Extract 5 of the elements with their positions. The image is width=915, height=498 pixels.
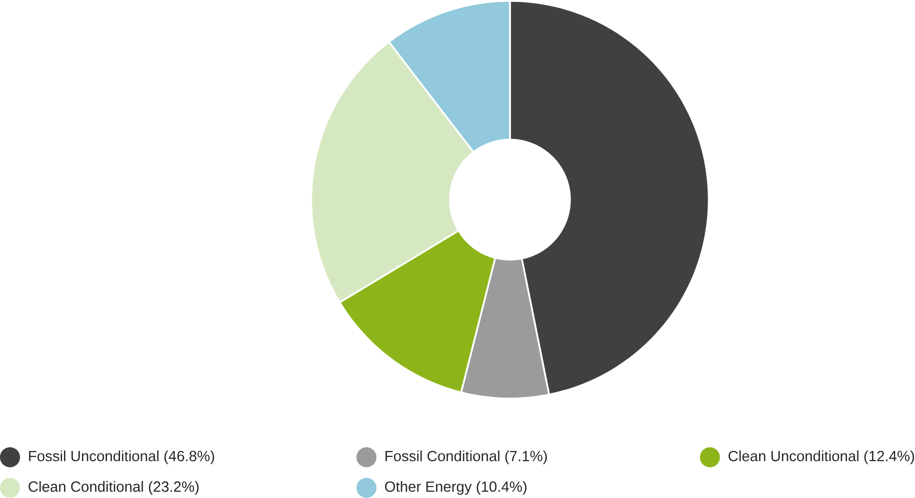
legend-label: Clean Unconditional (12.4%)	[728, 450, 914, 464]
legend-label: Fossil Conditional (7.1%)	[386, 450, 547, 464]
legend-label: Other Energy (10.4%)	[385, 481, 526, 495]
legend-label: Clean Conditional (23.2%)	[28, 481, 199, 495]
legend-label: Fossil Unconditional (46.8%)	[29, 450, 214, 464]
